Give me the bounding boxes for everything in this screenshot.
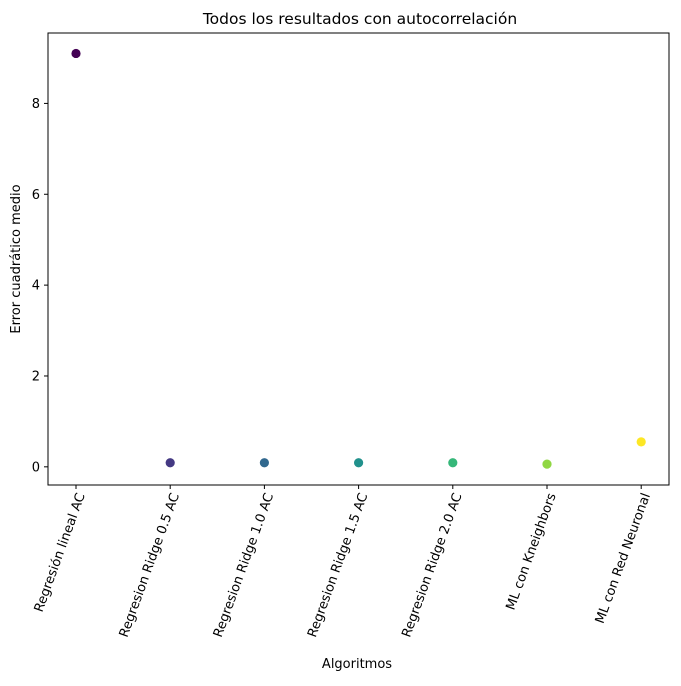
data-point	[260, 458, 269, 467]
data-point	[354, 458, 363, 467]
y-tick-label: 6	[32, 188, 40, 203]
chart-title: Todos los resultados con autocorrelación	[202, 10, 517, 28]
data-point	[166, 458, 175, 467]
y-tick-label: 2	[32, 369, 40, 384]
data-point	[637, 437, 646, 446]
y-axis-label: Error cuadrático medio	[9, 184, 24, 333]
y-tick-label: 4	[32, 279, 40, 294]
x-axis-label: Algoritmos	[322, 657, 392, 672]
y-tick-label: 0	[32, 460, 40, 475]
y-tick-label: 8	[32, 97, 40, 112]
data-point	[448, 458, 457, 467]
data-point	[542, 460, 551, 469]
data-point	[71, 49, 80, 58]
